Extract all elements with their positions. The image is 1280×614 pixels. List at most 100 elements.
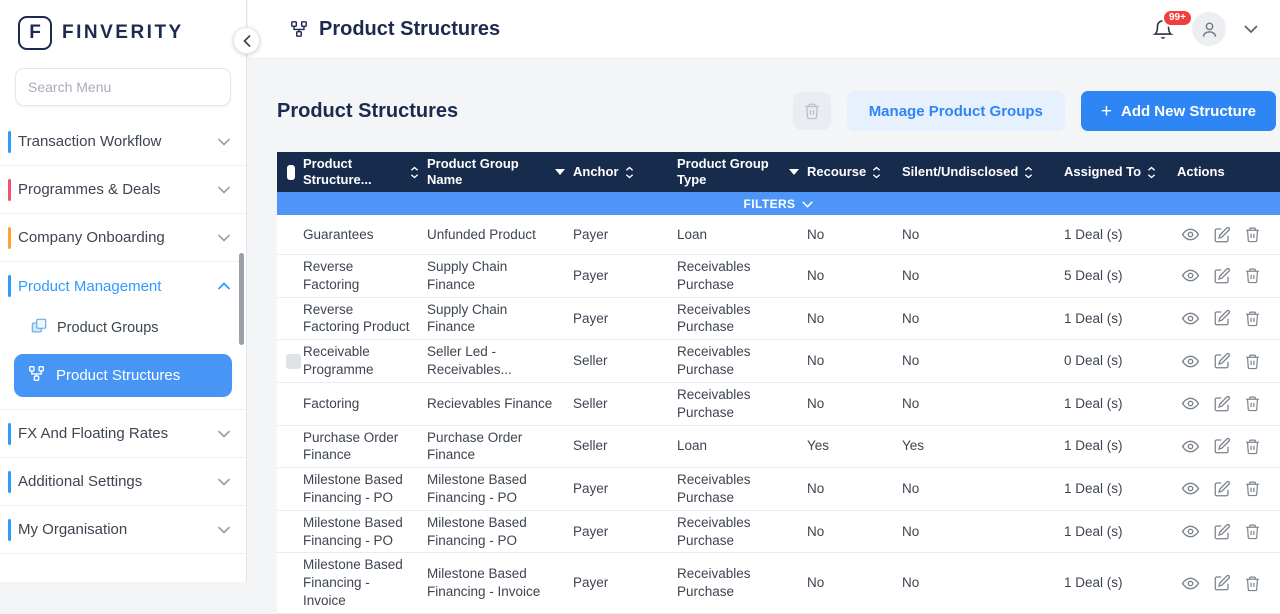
table-row[interactable]: Factoring Recievables Finance Seller Rec… [277, 382, 1280, 426]
accent-bar [8, 518, 11, 541]
cell-product-structure: Factoring [303, 395, 360, 411]
delete-icon[interactable] [1244, 310, 1261, 327]
filter-dropdown-icon[interactable] [789, 169, 799, 175]
cell-silent-undisclosed: No [902, 226, 920, 242]
cell-assigned-to: 1 Deal (s) [1064, 310, 1123, 326]
view-icon[interactable] [1181, 522, 1200, 541]
edit-icon[interactable] [1213, 352, 1231, 370]
table-header: Product Structure... Product Group Name … [277, 152, 1280, 192]
view-icon[interactable] [1181, 394, 1200, 413]
delete-icon[interactable] [1244, 523, 1261, 540]
column-anchor[interactable]: Anchor [573, 164, 677, 180]
delete-icon[interactable] [1244, 480, 1261, 497]
sidebar-item-programmes-deals[interactable]: Programmes & Deals [0, 166, 246, 214]
column-product-structure[interactable]: Product Structure... [303, 156, 427, 187]
sort-icon[interactable] [410, 166, 419, 179]
sidebar-item-additional-settings[interactable]: Additional Settings [0, 458, 246, 506]
sort-icon[interactable] [625, 166, 634, 179]
add-new-structure-button[interactable]: + Add New Structure [1080, 91, 1276, 131]
sort-icon[interactable] [1147, 166, 1156, 179]
delete-icon[interactable] [1244, 353, 1261, 370]
user-avatar[interactable] [1192, 12, 1226, 46]
cell-product-group-name: Supply Chain Finance [427, 259, 508, 292]
filters-toggle[interactable]: FILTERS [277, 192, 1280, 215]
chevron-down-icon [802, 197, 814, 211]
brand-logo[interactable]: F FINVERITY [0, 0, 246, 60]
cell-product-group-name: Milestone Based Financing - PO [427, 472, 527, 505]
view-icon[interactable] [1181, 225, 1200, 244]
cell-product-structure: Reverse Factoring [303, 259, 360, 292]
column-silent-undisclosed[interactable]: Silent/Undisclosed [902, 164, 1064, 180]
table-row[interactable]: Receivable Programme Seller Led - Receiv… [277, 340, 1280, 383]
column-assigned-to[interactable]: Assigned To [1064, 164, 1177, 180]
cell-assigned-to: 1 Deal (s) [1064, 481, 1123, 497]
edit-icon[interactable] [1213, 574, 1231, 592]
edit-icon[interactable] [1213, 523, 1231, 541]
search-menu-input[interactable] [15, 68, 231, 106]
cell-recourse: No [807, 353, 825, 369]
cell-product-group-type: Receivables Purchase [677, 386, 751, 420]
chevron-down-icon [218, 186, 230, 194]
row-checkbox[interactable] [286, 353, 301, 369]
delete-icon[interactable] [1244, 267, 1261, 284]
table-row[interactable]: Milestone Based Financing - PO Milestone… [277, 510, 1280, 554]
edit-icon[interactable] [1213, 309, 1231, 327]
select-all-checkbox[interactable] [287, 164, 295, 180]
table-row[interactable]: Reverse Factoring Product Supply Chain F… [277, 297, 1280, 341]
table-row[interactable]: Milestone Based Financing - Invoice Mile… [277, 553, 1280, 614]
account-menu-chevron-icon[interactable] [1244, 25, 1258, 34]
bulk-delete-button[interactable] [792, 92, 831, 130]
edit-icon[interactable] [1213, 437, 1231, 455]
cell-assigned-to: 1 Deal (s) [1064, 575, 1123, 591]
edit-icon[interactable] [1213, 267, 1231, 285]
edit-icon[interactable] [1213, 226, 1231, 244]
view-icon[interactable] [1181, 574, 1200, 593]
sidebar-collapse-button[interactable] [233, 27, 260, 54]
sidebar-item-product-structures[interactable]: Product Structures [14, 354, 232, 397]
sidebar-item-my-organisation[interactable]: My Organisation [0, 506, 246, 554]
product-groups-icon [30, 317, 48, 339]
column-product-group-name[interactable]: Product Group Name [427, 156, 573, 187]
cell-silent-undisclosed: No [902, 395, 920, 411]
view-icon[interactable] [1181, 266, 1200, 285]
product-structures-icon [290, 20, 308, 38]
column-recourse[interactable]: Recourse [807, 164, 902, 180]
view-icon[interactable] [1181, 309, 1200, 328]
manage-product-groups-button[interactable]: Manage Product Groups [846, 91, 1065, 131]
accent-bar [8, 130, 11, 153]
delete-icon[interactable] [1244, 575, 1261, 592]
view-icon[interactable] [1181, 479, 1200, 498]
cell-product-group-name: Milestone Based Financing - Invoice [427, 566, 541, 600]
table-row[interactable]: Guarantees Unfunded Product Payer Loan N… [277, 215, 1280, 255]
filter-dropdown-icon[interactable] [555, 169, 565, 175]
cell-product-structure: Milestone Based Financing - Invoice [303, 557, 403, 608]
sidebar-item-fx-floating-rates[interactable]: FX And Floating Rates [0, 410, 246, 458]
sort-icon[interactable] [1024, 166, 1033, 179]
sidebar-item-product-groups[interactable]: Product Groups [0, 310, 246, 346]
sidebar-item-label: Company Onboarding [18, 229, 165, 246]
cell-product-group-type: Receivables Purchase [677, 472, 751, 505]
column-product-group-type[interactable]: Product Group Type [677, 156, 807, 187]
cell-silent-undisclosed: No [902, 310, 920, 326]
view-icon[interactable] [1181, 437, 1200, 456]
sidebar-item-label: FX And Floating Rates [18, 425, 169, 442]
cell-anchor: Payer [573, 226, 609, 242]
notifications-button[interactable]: 99+ [1152, 9, 1193, 40]
sort-icon[interactable] [872, 166, 881, 179]
view-icon[interactable] [1181, 352, 1200, 371]
delete-icon[interactable] [1244, 395, 1261, 412]
sidebar-item-product-management[interactable]: Product Management [0, 262, 246, 310]
edit-icon[interactable] [1213, 480, 1231, 498]
sidebar-item-company-onboarding[interactable]: Company Onboarding [0, 214, 246, 262]
table-row[interactable]: Purchase Order Finance Purchase Order Fi… [277, 425, 1280, 469]
sidebar-item-transaction-workflow[interactable]: Transaction Workflow [0, 118, 246, 166]
cell-product-structure: Milestone Based Financing - PO [303, 472, 403, 505]
delete-icon[interactable] [1244, 438, 1261, 455]
delete-icon[interactable] [1244, 226, 1261, 243]
edit-icon[interactable] [1213, 395, 1231, 413]
sidebar-item-label: My Organisation [18, 521, 128, 538]
sidebar-scrollbar[interactable] [239, 253, 244, 345]
table-row[interactable]: Reverse Factoring Supply Chain Finance P… [277, 255, 1280, 298]
sidebar-item-label: Programmes & Deals [18, 181, 161, 198]
table-row[interactable]: Milestone Based Financing - PO Milestone… [277, 468, 1280, 511]
